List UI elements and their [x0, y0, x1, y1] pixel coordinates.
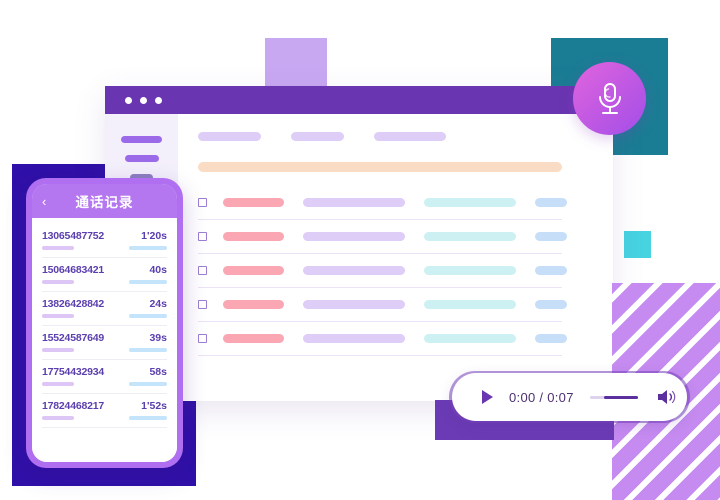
window-dot-minimize-icon[interactable] — [140, 97, 147, 104]
call-duration: 1'52s — [141, 400, 167, 412]
row-cell-pink — [223, 300, 284, 309]
sidebar-item-3[interactable] — [130, 174, 153, 181]
row-cell-pink — [223, 198, 284, 207]
row-cell-cyan — [424, 266, 516, 275]
call-number: 13826428842 — [42, 298, 105, 310]
call-duration: 1'20s — [141, 230, 167, 242]
table-header-bar — [198, 162, 562, 172]
table-row[interactable] — [198, 322, 567, 356]
player-time-display: 0:00 / 0:07 — [509, 389, 574, 405]
window-dot-close-icon[interactable] — [125, 97, 132, 104]
row-cell-lilac — [303, 266, 405, 275]
table-row[interactable] — [198, 220, 567, 254]
tag-pill-1[interactable] — [198, 132, 261, 141]
row-cell-pink — [223, 334, 284, 343]
microphone-badge[interactable] — [573, 62, 646, 135]
phone-title: 通话记录 — [75, 195, 134, 210]
table-row[interactable] — [198, 254, 567, 288]
row-cell-cyan — [424, 334, 516, 343]
row-cell-lilac — [303, 232, 405, 241]
call-meta-bar-right — [129, 382, 167, 386]
call-meta-bar-left — [42, 314, 74, 318]
sidebar-item-1[interactable] — [121, 136, 162, 143]
row-cell-lilac — [303, 300, 405, 309]
sidebar-item-2[interactable] — [124, 155, 159, 162]
call-record-list: 13065487752 1'20s 15064683421 40s — [32, 218, 177, 462]
table-row[interactable] — [198, 186, 567, 220]
table-row[interactable] — [198, 288, 567, 322]
call-meta-bar-left — [42, 348, 74, 352]
tag-pill-3[interactable] — [374, 132, 446, 141]
lilac-rectangle-decoration — [265, 38, 327, 95]
call-meta-bar-right — [129, 416, 167, 420]
call-duration: 40s — [149, 264, 167, 276]
microphone-icon — [598, 82, 621, 114]
row-checkbox[interactable] — [198, 198, 207, 207]
list-item[interactable]: 17824468217 1'52s — [42, 394, 167, 428]
row-cell-blue — [535, 300, 567, 309]
call-meta-bar-left — [42, 246, 74, 250]
row-cell-blue — [535, 266, 567, 275]
chevron-left-icon[interactable]: ‹ — [42, 193, 47, 209]
volume-button[interactable] — [656, 388, 678, 406]
audio-player: 0:00 / 0:07 — [452, 373, 687, 421]
browser-window — [105, 86, 613, 401]
call-meta-bar-left — [42, 280, 74, 284]
row-cell-blue — [535, 198, 567, 207]
phone-screen: ‹ 通话记录 13065487752 1'20s 1506468 — [32, 184, 177, 462]
tag-pill-2[interactable] — [291, 132, 344, 141]
window-titlebar — [105, 86, 613, 114]
call-meta-bar-right — [129, 348, 167, 352]
call-number: 15524587649 — [42, 332, 105, 344]
call-number: 17824468217 — [42, 400, 105, 412]
list-item[interactable]: 15064683421 40s — [42, 258, 167, 292]
list-item[interactable]: 17754432934 58s — [42, 360, 167, 394]
call-meta-bar-right — [129, 246, 167, 250]
call-meta-bar-left — [42, 382, 74, 386]
call-number: 13065487752 — [42, 230, 105, 242]
row-checkbox[interactable] — [198, 300, 207, 309]
list-item[interactable]: 13826428842 24s — [42, 292, 167, 326]
row-cell-lilac — [303, 334, 405, 343]
phone-mockup: ‹ 通话记录 13065487752 1'20s 1506468 — [26, 178, 183, 468]
list-item[interactable]: 13065487752 1'20s — [42, 224, 167, 258]
call-meta-bar-left — [42, 416, 74, 420]
row-checkbox[interactable] — [198, 232, 207, 241]
row-checkbox[interactable] — [198, 266, 207, 275]
window-dot-maximize-icon[interactable] — [155, 97, 162, 104]
call-duration: 58s — [149, 366, 167, 378]
player-progress-slider[interactable] — [589, 395, 638, 399]
row-cell-pink — [223, 232, 284, 241]
row-cell-cyan — [424, 232, 516, 241]
speaker-icon — [657, 390, 676, 404]
call-number: 15064683421 — [42, 264, 105, 276]
call-meta-bar-right — [129, 280, 167, 284]
cyan-square-decoration — [624, 231, 651, 258]
call-duration: 24s — [149, 298, 167, 310]
row-checkbox[interactable] — [198, 334, 207, 343]
row-cell-blue — [535, 334, 567, 343]
row-cell-blue — [535, 232, 567, 241]
row-cell-cyan — [424, 300, 516, 309]
call-meta-bar-right — [129, 314, 167, 318]
list-item[interactable]: 15524587649 39s — [42, 326, 167, 360]
row-cell-lilac — [303, 198, 405, 207]
row-cell-pink — [223, 266, 284, 275]
call-duration: 39s — [149, 332, 167, 344]
tag-pill-row — [198, 132, 595, 141]
player-progress-fill — [603, 395, 638, 399]
play-icon[interactable] — [482, 390, 493, 404]
window-main-content — [178, 114, 613, 401]
row-cell-cyan — [424, 198, 516, 207]
phone-header: ‹ 通话记录 — [32, 184, 177, 218]
call-number: 17754432934 — [42, 366, 105, 378]
